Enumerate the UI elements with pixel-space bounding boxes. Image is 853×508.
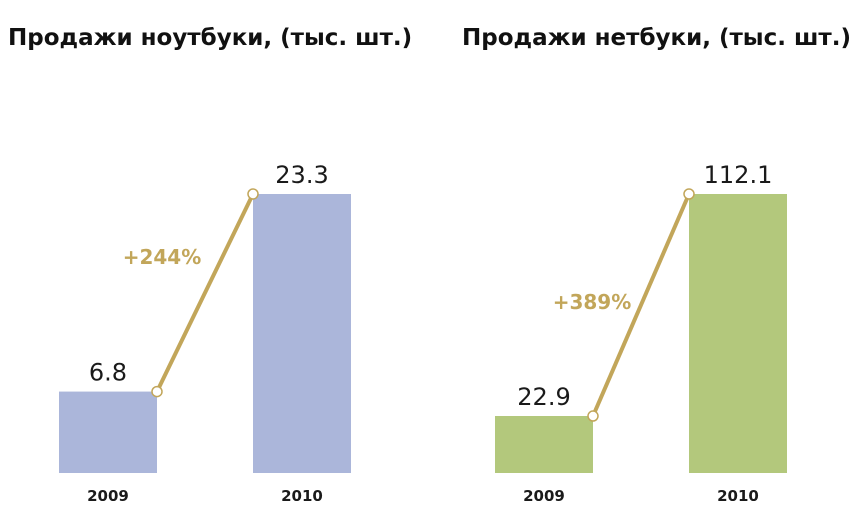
- notebook-sales-chart: Продажи ноутбуки, (тыс. шт.) 6.8 23.3 20…: [8, 25, 412, 505]
- growth-point-netbooks-2009: [587, 410, 599, 422]
- growth-point-notebooks-2009: [151, 385, 163, 398]
- category-label-netbooks-2009: 2009: [523, 487, 565, 505]
- value-label-netbooks-2010: 112.1: [704, 161, 773, 189]
- growth-point-netbooks-2010: [683, 188, 695, 200]
- value-label-notebooks-2009: 6.8: [89, 359, 127, 387]
- growth-line-notebooks: [155, 193, 255, 393]
- netbook-sales-chart: Продажи нетбуки, (тыс. шт.) 22.9 112.1 2…: [462, 25, 851, 505]
- growth-line-netbooks: [591, 193, 691, 417]
- category-label-netbooks-2010: 2010: [717, 487, 759, 505]
- growth-label-netbooks: +389%: [553, 290, 632, 314]
- bar-netbooks-2010: [689, 194, 787, 473]
- bar-notebooks-2009: [59, 391, 157, 473]
- chart-title-netbooks: Продажи нетбуки, (тыс. шт.): [462, 25, 851, 51]
- category-label-notebooks-2009: 2009: [87, 487, 129, 505]
- growth-label-notebooks: +244%: [123, 245, 202, 269]
- value-label-netbooks-2009: 22.9: [517, 383, 570, 411]
- value-label-notebooks-2010: 23.3: [275, 161, 328, 189]
- category-label-notebooks-2010: 2010: [281, 487, 323, 505]
- chart-title-notebooks: Продажи ноутбуки, (тыс. шт.): [8, 25, 412, 51]
- bar-netbooks-2009: [495, 416, 593, 473]
- growth-point-notebooks-2010: [247, 188, 259, 200]
- bar-notebooks-2010: [253, 194, 351, 473]
